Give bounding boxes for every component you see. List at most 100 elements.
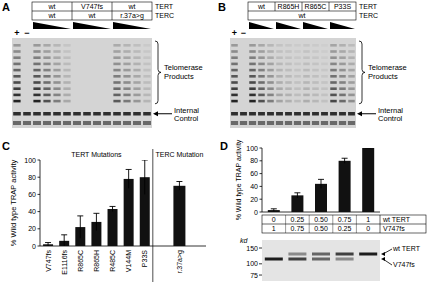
header-cell: wt — [88, 12, 96, 19]
product-band — [113, 94, 120, 97]
blot-background — [262, 240, 380, 281]
product-band — [113, 63, 120, 66]
bar — [173, 186, 185, 246]
gel-background — [12, 38, 152, 128]
primer-band — [348, 121, 355, 125]
table-cell: 0 — [272, 216, 276, 223]
product-band — [33, 63, 40, 66]
product-band — [321, 44, 327, 47]
product-band — [330, 50, 336, 53]
error-bar — [176, 182, 182, 191]
panel-label: A — [2, 1, 10, 13]
product-band — [43, 50, 50, 53]
control-arrowhead — [357, 111, 362, 116]
control-band — [73, 112, 81, 116]
primer-band — [240, 121, 247, 125]
product-band — [43, 81, 50, 84]
control-band — [294, 112, 301, 116]
product-band — [330, 81, 336, 84]
product-band — [123, 50, 130, 53]
product-band — [53, 87, 60, 90]
product-band — [133, 75, 140, 78]
marker-label: 150 — [246, 245, 258, 252]
table-cell-divider — [356, 224, 357, 233]
control-band — [63, 112, 71, 116]
text-line: Products — [162, 72, 194, 81]
product-band — [123, 100, 130, 103]
header-divider — [112, 11, 113, 20]
product-band — [348, 100, 354, 103]
y-tick-label: 0 — [32, 243, 36, 250]
product-band — [312, 81, 318, 84]
y-tick-label: 80 — [250, 157, 258, 164]
x-tick-label: E1116fs — [61, 250, 68, 275]
product-band — [321, 81, 327, 84]
product-band — [339, 44, 345, 47]
table-cell-divider — [356, 215, 357, 224]
x-tick-label: V144M — [125, 250, 132, 272]
y-tick-label: 0 — [254, 209, 258, 216]
product-band — [113, 87, 120, 90]
product-band — [13, 75, 20, 78]
product-band — [143, 100, 150, 103]
product-band — [276, 69, 282, 72]
product-band — [339, 69, 345, 72]
primer-band — [267, 121, 274, 125]
group-label: TERC Mutation — [155, 151, 203, 158]
product-band — [258, 56, 264, 59]
product-band — [133, 56, 140, 59]
product-band — [63, 94, 70, 97]
primer-band — [53, 121, 61, 125]
product-band — [133, 87, 140, 90]
y-axis — [40, 160, 41, 246]
x-tick-label: R485C — [109, 250, 116, 272]
product-band — [43, 63, 50, 66]
marker-label: 100 — [246, 260, 258, 267]
y-tick-label: 40 — [28, 208, 36, 215]
product-band — [63, 100, 70, 103]
table-cell: 1 — [366, 216, 370, 223]
product-band — [330, 94, 336, 97]
product-band — [348, 94, 354, 97]
product-band — [267, 63, 273, 66]
product-band — [231, 56, 237, 59]
product-band — [249, 56, 255, 59]
product-band — [303, 100, 309, 103]
product-band — [258, 100, 264, 103]
product-band — [13, 87, 20, 90]
blot-band — [336, 258, 354, 261]
primer-band — [33, 121, 41, 125]
product-band — [330, 87, 336, 90]
product-band — [63, 56, 70, 59]
product-band — [249, 63, 255, 66]
control-band — [330, 112, 337, 116]
header-cell: R865H — [278, 3, 300, 10]
products-brace — [359, 41, 365, 104]
product-band — [267, 81, 273, 84]
product-band — [339, 100, 345, 103]
product-band — [123, 56, 130, 59]
marker-tick — [259, 248, 262, 249]
header-row-label: TERC — [359, 12, 378, 19]
table-cell-divider — [309, 224, 310, 233]
product-band — [53, 50, 60, 53]
control-band — [348, 112, 355, 116]
product-band — [123, 81, 130, 84]
error-bar — [271, 209, 277, 212]
product-band — [303, 69, 309, 72]
table-cell-divider — [285, 224, 286, 233]
control-band — [33, 112, 41, 116]
text-line: Control — [172, 114, 199, 123]
product-band — [53, 56, 60, 59]
table-cell: 0.50 — [314, 225, 328, 232]
error-bar — [365, 148, 371, 149]
error-bar — [61, 235, 67, 246]
product-band — [258, 94, 264, 97]
product-band — [258, 63, 264, 66]
header-divider — [72, 2, 73, 11]
product-band — [348, 56, 354, 59]
product-band — [348, 75, 354, 78]
product-band — [63, 87, 70, 90]
header-cell: V747fs — [81, 3, 103, 10]
x-tick-label: V747fs — [45, 250, 52, 272]
